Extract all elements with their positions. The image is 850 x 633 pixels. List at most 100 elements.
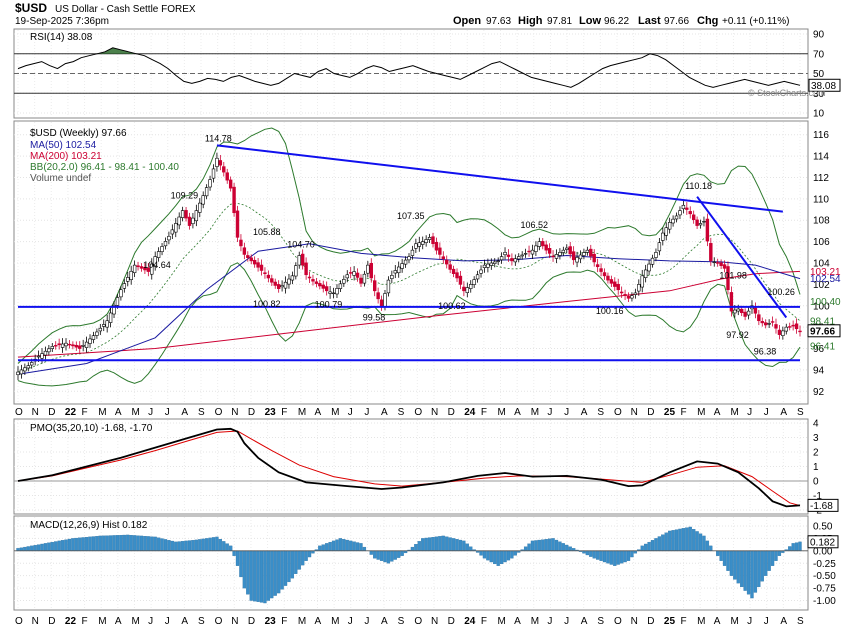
candle-body <box>589 248 593 257</box>
macd-hist-bar <box>266 550 271 601</box>
x-tick-label: M <box>131 407 139 418</box>
macd-hist-bar <box>359 543 363 551</box>
x-tick-label: F <box>281 616 287 627</box>
x-tick-label: D <box>448 616 455 627</box>
candle-body <box>626 295 631 299</box>
x-tick-label: 25 <box>664 407 676 418</box>
candle-body <box>578 254 583 260</box>
last-value: 97.66 <box>664 16 689 27</box>
macd-hist-bar <box>674 529 679 551</box>
macd-hist-bar <box>462 540 466 551</box>
price-tick-label: 106 <box>813 237 830 248</box>
x-tick-label: F <box>82 616 88 627</box>
pmo-tick-label: 0 <box>813 477 819 488</box>
candle-body <box>204 187 209 197</box>
macd-hist-bar <box>493 550 497 565</box>
candle-body <box>434 242 439 251</box>
candle-body <box>609 279 614 284</box>
candle-body <box>592 253 596 263</box>
macd-hist-bar <box>397 550 401 558</box>
price-tick-label: 116 <box>813 130 829 141</box>
candle-body <box>16 371 20 376</box>
pmo-tick-label: 1 <box>813 462 819 473</box>
candle-body <box>403 259 408 265</box>
price-right-label: 100.40 <box>810 297 841 308</box>
x-tick-label: A <box>514 407 521 418</box>
x-tick-label: J <box>148 407 153 418</box>
candle-body <box>331 292 336 295</box>
x-tick-label: J <box>547 616 552 627</box>
macd-hist-bar <box>167 540 171 551</box>
x-tick-label: M <box>298 616 306 627</box>
candle-body <box>43 350 48 356</box>
macd-hist-bar <box>283 550 288 586</box>
x-tick-label: F <box>481 616 487 627</box>
rsi-tick-label: 30 <box>813 89 825 100</box>
chg-label: Chg <box>697 15 718 27</box>
macd-hist-bar <box>791 543 795 551</box>
macd-hist-bar <box>139 535 144 551</box>
candle-body <box>630 295 634 299</box>
macd-hist-bar <box>225 543 229 551</box>
x-tick-label: N <box>631 407 638 418</box>
macd-hist-bar <box>163 539 168 551</box>
price-tick-label: 92 <box>813 387 825 398</box>
candle-body <box>252 259 257 265</box>
macd-hist-bar <box>277 550 281 594</box>
open-value: 97.63 <box>486 16 511 27</box>
candle-body <box>115 297 120 306</box>
macd-hist-bar <box>510 550 514 559</box>
macd-hist-bar <box>187 540 192 551</box>
macd-hist-bar <box>733 550 737 580</box>
candle-body <box>228 179 233 189</box>
price-label: $USD (Weekly) 97.66 <box>30 128 127 139</box>
x-tick-label: A <box>115 616 122 627</box>
candle-body <box>715 262 720 264</box>
x-tick-label: 22 <box>65 407 77 418</box>
macd-hist-bar <box>489 550 493 563</box>
x-tick-label: D <box>48 616 55 627</box>
macd-hist-bar <box>294 550 298 574</box>
macd-hist-bar <box>709 545 713 551</box>
candle-body <box>503 252 507 256</box>
candle-body <box>568 246 572 255</box>
macd-hist-bar <box>626 550 631 561</box>
candle-body <box>218 160 223 166</box>
x-tick-label: A <box>181 407 188 418</box>
candle-body <box>194 210 199 222</box>
candle-body <box>654 252 658 258</box>
macd-current-box <box>807 535 839 549</box>
macd-hist-bar <box>434 536 439 551</box>
price-annotation: 97.92 <box>726 330 749 340</box>
pmo-line <box>17 427 801 508</box>
rsi-tick-label: 10 <box>813 109 825 120</box>
macd-hist-bar <box>71 538 75 551</box>
macd-hist-bar <box>513 550 517 556</box>
price-right-label: 98.41 <box>810 316 835 327</box>
macd-hist-bar <box>448 537 452 551</box>
candle-body <box>81 345 85 347</box>
candle-body <box>40 353 44 359</box>
macd-hist-bar <box>427 537 432 551</box>
candle-body <box>729 292 734 312</box>
price-panel: 11611411211010810610410210098969492 114.… <box>13 120 841 405</box>
candle-body <box>386 279 391 294</box>
candle-body <box>455 272 459 279</box>
x-tick-label: M <box>697 616 705 627</box>
x-tick-label: M <box>298 407 306 418</box>
x-axis-top: O N D 22 F M A M J J A S O N D 23 F M A M J J A S O N D 24 F M A M J J A S O… <box>15 407 804 418</box>
candle-body <box>582 252 586 256</box>
candle-body <box>187 216 192 226</box>
candle-body <box>674 215 679 220</box>
price-legend: $USD (Weekly) 97.66 MA(50) 102.54 MA(200… <box>30 128 179 184</box>
macd-hist-bar <box>342 539 346 551</box>
last-label: Last <box>638 15 661 27</box>
macd-hist-bar <box>702 535 706 551</box>
candle-body <box>764 322 768 326</box>
macd-hist-bar <box>129 535 133 551</box>
candle-body <box>74 344 79 348</box>
macd-hist-bar <box>541 539 545 551</box>
macd-hist-bar <box>36 544 41 551</box>
macd-hist-bar <box>678 528 682 551</box>
